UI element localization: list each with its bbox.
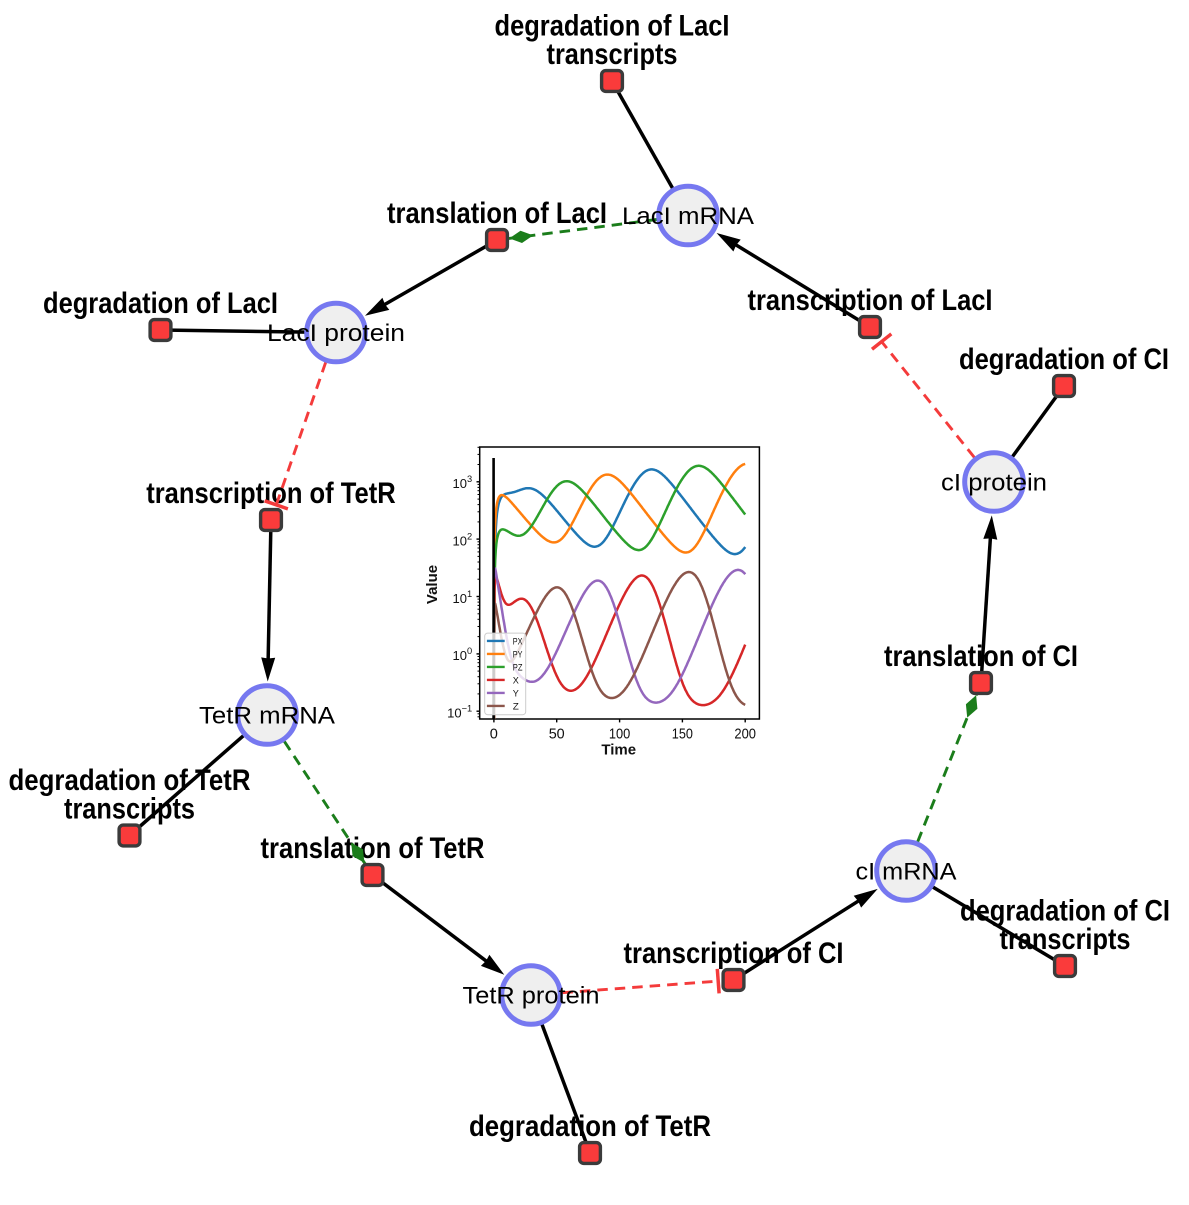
svg-text:TetR mRNA: TetR mRNA (199, 703, 336, 730)
svg-text:degradation of TetR: degradation of TetR (9, 764, 251, 797)
svg-text:LacI mRNA: LacI mRNA (622, 203, 755, 230)
svg-text:transcription of CI: transcription of CI (624, 937, 844, 970)
svg-text:transcription of LacI: transcription of LacI (748, 284, 993, 317)
svg-text:PY: PY (513, 649, 523, 660)
svg-text:200: 200 (734, 726, 756, 743)
svg-text:TetR protein: TetR protein (463, 983, 600, 1010)
svg-text:transcription of TetR: transcription of TetR (146, 477, 396, 510)
svg-text:150: 150 (672, 726, 693, 743)
svg-text:degradation of CI: degradation of CI (959, 343, 1169, 376)
svg-text:translation of LacI: translation of LacI (387, 197, 607, 230)
svg-text:translation of TetR: translation of TetR (261, 832, 485, 865)
svg-text:PX: PX (513, 636, 523, 647)
svg-text:Z: Z (513, 701, 519, 712)
svg-text:cI protein: cI protein (941, 470, 1047, 497)
svg-text:X: X (513, 675, 520, 686)
svg-text:cI mRNA: cI mRNA (856, 859, 958, 886)
svg-text:50: 50 (549, 726, 565, 743)
svg-text:degradation of TetR: degradation of TetR (469, 1110, 711, 1143)
svg-text:transcripts: transcripts (547, 38, 678, 71)
svg-text:LacI protein: LacI protein (267, 320, 405, 347)
svg-text:degradation of LacI: degradation of LacI (495, 9, 730, 42)
svg-text:degradation of CI: degradation of CI (960, 894, 1170, 927)
svg-text:PZ: PZ (513, 662, 523, 673)
svg-text:degradation of LacI: degradation of LacI (43, 287, 278, 320)
svg-text:Y: Y (513, 688, 520, 699)
svg-text:0: 0 (490, 726, 498, 743)
svg-text:Time: Time (601, 741, 636, 758)
svg-text:Value: Value (424, 565, 441, 604)
svg-text:100: 100 (609, 726, 630, 743)
